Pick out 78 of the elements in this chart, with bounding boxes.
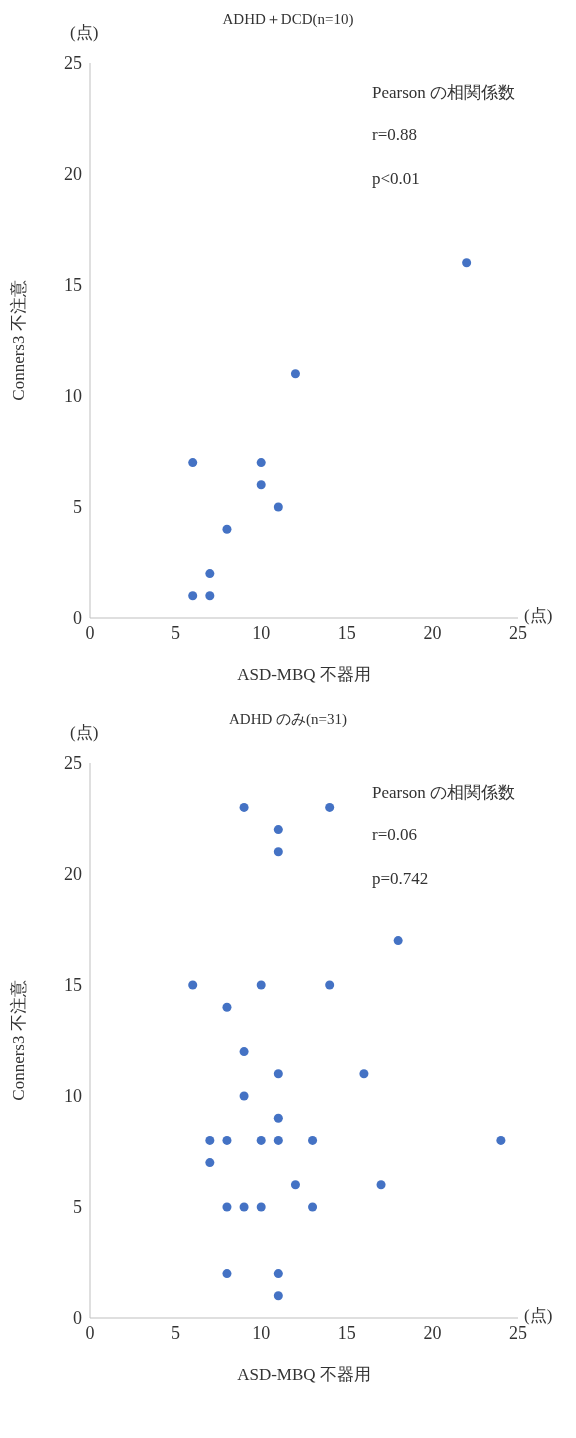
point [222,1202,232,1212]
y-tick-label: 0 [73,608,82,629]
point [239,1202,249,1212]
annotation: p<0.01 [372,169,420,189]
point [308,1202,318,1212]
text: (点) [70,722,99,744]
x-tick-label: 20 [423,1322,442,1343]
y-axis-title: Conners3 不注意 [9,280,29,401]
y-tick-label: 25 [64,753,82,774]
point [239,802,249,812]
point [393,936,403,946]
point [222,1269,232,1279]
chart-title: ADHD＋DCD(n=10) [222,11,354,27]
y-tick-label: 15 [64,275,82,296]
point [222,1135,232,1145]
point [273,1135,283,1145]
point [239,1047,249,1057]
y-axis-title: Conners3 不注意 [9,980,29,1101]
point [222,524,232,534]
point [222,1002,232,1012]
point [256,1135,266,1145]
point [273,825,283,835]
x-tick-label: 25 [509,1322,527,1343]
point [256,980,266,990]
point [188,591,198,601]
point [496,1135,506,1145]
x-tick-label: 5 [171,1322,181,1343]
x-tick-label: 25 [509,622,527,643]
text: (点) [524,605,553,626]
point [359,1069,369,1079]
text: (点) [524,1305,553,1326]
point [376,1180,386,1190]
y-tick-label: 10 [64,1086,82,1107]
x-axis-title: ASD-MBQ 不器用 [237,1365,371,1384]
point [256,480,266,490]
point [205,569,215,579]
x-tick-label: 15 [337,622,356,643]
point [273,1269,283,1279]
y-tick-label: 20 [64,164,82,185]
y-tick-label: 5 [73,1197,82,1218]
x-tick-label: 20 [423,622,442,643]
point [205,1135,215,1145]
point [205,591,215,601]
point [273,1291,283,1301]
x-tick-label: 15 [337,1322,356,1343]
x-tick-label: 10 [252,622,271,643]
point [256,458,266,468]
y-tick-label: 0 [73,1308,82,1329]
point [273,1069,283,1079]
y-tick-label: 5 [73,497,82,518]
y-tick-label: 20 [64,864,82,885]
chart-title: ADHD のみ(n=31) [228,711,348,727]
point [290,1180,300,1190]
x-tick-label: 10 [252,1322,271,1343]
point [188,980,198,990]
point [273,502,283,512]
point [325,802,335,812]
point [188,458,198,468]
y-tick-label: 15 [64,975,82,996]
point [239,1091,249,1101]
point [205,1158,215,1168]
annotation: Pearson の相関係数 [372,782,516,804]
annotation: Pearson の相関係数 [372,82,516,104]
annotation: r=0.88 [372,125,417,145]
x-tick-label: 5 [171,622,181,643]
point [273,847,283,857]
point [462,258,472,268]
x-axis-title: ASD-MBQ 不器用 [237,665,371,684]
point [325,980,335,990]
point [290,369,300,379]
point [273,1113,283,1123]
point [308,1135,318,1145]
y-tick-label: 25 [64,53,82,74]
annotation: p=0.742 [372,869,429,889]
y-tick-label: 10 [64,386,82,407]
annotation: r=0.06 [372,825,417,845]
text: (点) [70,22,99,44]
point [256,1202,266,1212]
